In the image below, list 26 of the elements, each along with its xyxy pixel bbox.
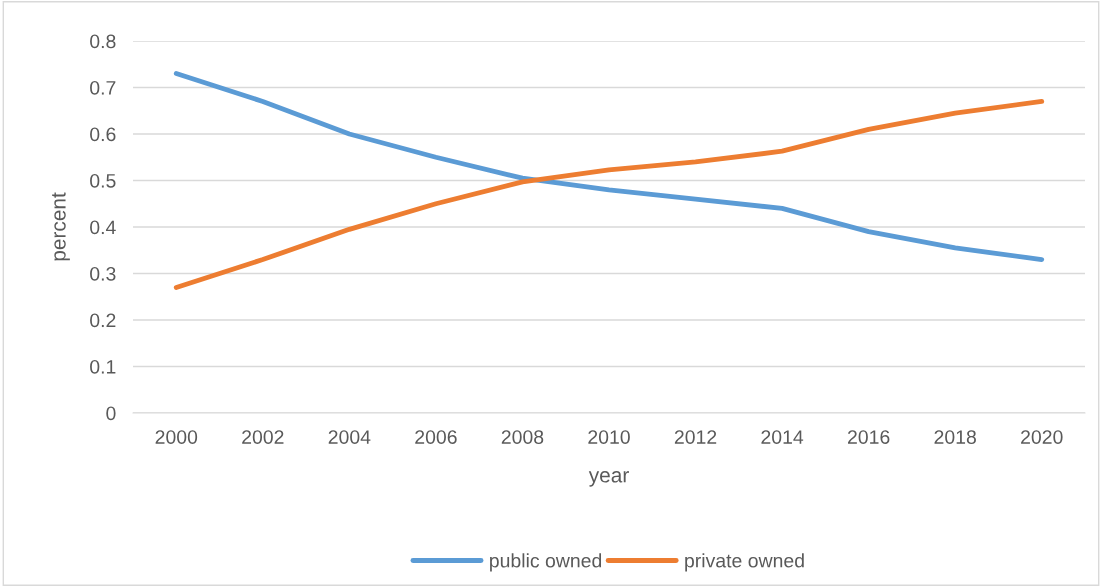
x-tick-label: 2002: [242, 430, 284, 444]
x-tick-label: 2000: [155, 430, 198, 444]
y-tick-label: 0.3: [90, 266, 116, 281]
y-tick-label: 0.2: [90, 313, 116, 328]
x-tick-label: 2010: [588, 430, 630, 444]
line-series: [173, 71, 1045, 262]
legend-label: private owned: [685, 553, 804, 572]
x-tick-label: 2016: [847, 430, 890, 444]
x-tick-label: 2018: [934, 430, 976, 444]
x-tick-label: 2008: [501, 430, 544, 444]
y-tick-label: 0.4: [90, 220, 116, 235]
y-tick-label: 0.6: [90, 127, 116, 142]
y-tick-label: 0.7: [90, 80, 116, 95]
x-tick-label: 2020: [1021, 430, 1063, 444]
x-tick-label: 2006: [415, 430, 457, 444]
y-tick-label: 0.8: [90, 34, 116, 49]
legend-label: public owned: [490, 553, 602, 572]
x-tick-label: 2014: [761, 430, 804, 444]
y-tick-label: 0.1: [90, 359, 116, 374]
x-axis-title: year: [588, 471, 629, 487]
x-tick-label: 2012: [674, 430, 717, 444]
y-tick-label: 0.5: [90, 173, 116, 188]
x-tick-label: 2004: [328, 430, 371, 444]
y-tick-label: 0: [106, 406, 116, 421]
line-series: [173, 99, 1045, 290]
y-axis-title: percent: [52, 192, 70, 261]
